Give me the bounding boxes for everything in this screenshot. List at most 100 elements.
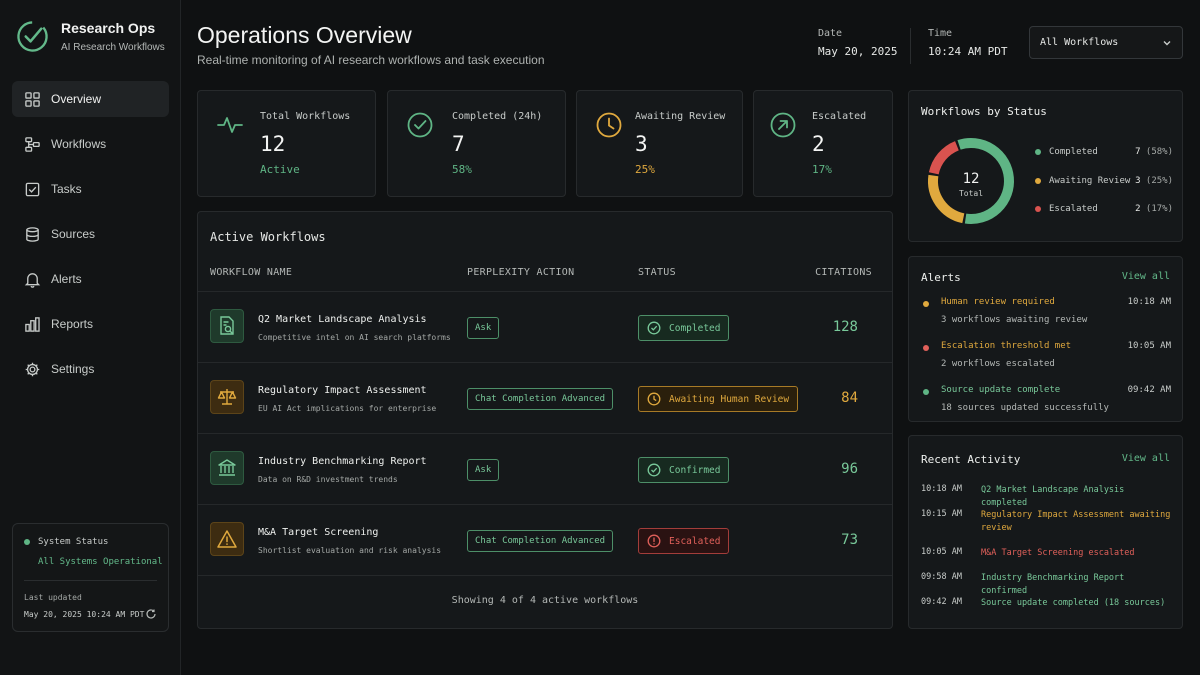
table-row[interactable]: Regulatory Impact Assessment EU AI Act i… — [198, 362, 892, 433]
activity-time: 10:18 AM — [921, 484, 962, 494]
stat-card-escalated[interactable]: Escalated 2 17% — [753, 90, 893, 197]
status-badge[interactable]: Awaiting Human Review — [638, 386, 799, 412]
donut-total-label: Total — [959, 189, 983, 198]
activity-time: 09:42 AM — [921, 597, 962, 607]
column-header[interactable]: WORKFLOW NAME — [210, 267, 293, 278]
alert-desc: 3 workflows awaiting review — [941, 315, 1088, 325]
legend-label: Awaiting Review — [1049, 176, 1131, 186]
status-badge[interactable]: Confirmed — [638, 457, 730, 483]
sidebar-item-tasks[interactable]: Tasks — [12, 171, 169, 207]
refresh-icon[interactable] — [145, 608, 157, 620]
action-badge[interactable]: Ask — [467, 459, 500, 481]
workflow-filter-value: All Workflows — [1040, 37, 1119, 48]
status-donut-chart: 12 Total — [928, 138, 1014, 224]
activity-text: Q2 Market Landscape Analysis completed — [981, 485, 1125, 508]
check-circle-icon — [647, 321, 661, 335]
stat-value: 7 — [452, 132, 465, 156]
divider — [910, 28, 911, 64]
bell-icon — [24, 272, 41, 288]
workflow-filter-select[interactable]: All Workflows — [1029, 26, 1183, 59]
donut-segment-completed[interactable] — [957, 138, 1014, 224]
panel-title: Recent Activity — [921, 453, 1021, 466]
sidebar-item-reports[interactable]: Reports — [12, 306, 169, 342]
recent-activity-panel: Recent Activity View all 10:18 AM Q2 Mar… — [908, 435, 1183, 629]
sidebar-item-label: Reports — [51, 317, 94, 331]
activity-text: Regulatory Impact Assessment awaiting re… — [981, 510, 1171, 533]
page-subtitle: Real-time monitoring of AI research work… — [197, 53, 545, 67]
sidebar-item-label: Tasks — [51, 182, 82, 196]
action-badge[interactable]: Chat Completion Advanced — [467, 388, 614, 410]
action-badge[interactable]: Ask — [467, 317, 500, 339]
stat-card-completed[interactable]: Completed (24h) 7 58% — [387, 90, 566, 197]
brand[interactable]: Research Ops AI Research Workflows — [16, 20, 165, 53]
activity-text: M&A Target Screening escalated — [981, 548, 1135, 558]
system-status-label: System Status — [38, 537, 109, 547]
status-label: Escalated — [669, 535, 721, 547]
view-all-alerts-link[interactable]: View all — [1121, 271, 1170, 282]
divider — [198, 575, 892, 576]
status-badge[interactable]: Completed — [638, 315, 730, 341]
stat-card-total[interactable]: Total Workflows 12 Active — [197, 90, 376, 197]
alert-desc: 18 sources updated successfully — [941, 403, 1109, 413]
sidebar-item-label: Sources — [51, 227, 96, 241]
date-label: Date — [818, 28, 843, 39]
action-badge[interactable]: Chat Completion Advanced — [467, 530, 614, 552]
table-row[interactable]: Q2 Market Landscape Analysis Competitive… — [198, 291, 892, 362]
legend-item-escalated: Escalated 2 (17%) — [1035, 204, 1173, 214]
sidebar-item-sources[interactable]: Sources — [12, 216, 169, 252]
column-header[interactable]: STATUS — [638, 267, 676, 278]
alert-dot — [923, 389, 929, 395]
stat-card-awaiting[interactable]: Awaiting Review 3 25% — [576, 90, 743, 197]
sidebar-item-settings[interactable]: Settings — [12, 351, 169, 387]
column-header[interactable]: CITATIONS — [815, 267, 872, 278]
alert-item[interactable]: Source update complete 18 sources update… — [923, 385, 1171, 417]
brand-subtitle: AI Research Workflows — [61, 42, 165, 53]
gear-icon — [25, 362, 40, 376]
scales-icon — [217, 389, 237, 405]
donut-segment-escalated[interactable] — [928, 141, 960, 175]
arrow-up-right-icon — [770, 112, 796, 138]
view-all-activity-link[interactable]: View all — [1121, 453, 1170, 464]
workflow-desc: Data on R&D investment trends — [258, 475, 398, 484]
alert-item[interactable]: Escalation threshold met 2 workflows esc… — [923, 341, 1171, 373]
workflow-name: Q2 Market Landscape Analysis — [258, 314, 427, 325]
sidebar-item-overview[interactable]: Overview — [12, 81, 169, 117]
status-badge[interactable]: Escalated — [638, 528, 730, 554]
pulse-icon — [217, 117, 243, 133]
sidebar-item-label: Settings — [51, 362, 95, 376]
system-status-value: All Systems Operational — [38, 557, 163, 567]
alert-time: 10:05 AM — [1127, 341, 1171, 351]
grid-icon — [25, 91, 40, 107]
donut-segment-awaiting[interactable] — [928, 174, 965, 224]
last-updated-value: May 20, 2025 10:24 AM PDT — [24, 610, 145, 619]
alert-title: Escalation threshold met — [941, 341, 1072, 351]
legend-pct: (25%) — [1145, 176, 1173, 186]
panel-title: Alerts — [921, 271, 961, 284]
workflow-desc: EU AI Act implications for enterprise — [258, 404, 437, 413]
table-row[interactable]: Industry Benchmarking Report Data on R&D… — [198, 433, 892, 504]
stat-sub: 17% — [812, 163, 832, 176]
table-row[interactable]: M&A Target Screening Shortlist evaluatio… — [198, 504, 892, 575]
legend-count: 2 — [1135, 204, 1141, 214]
sidebar-item-alerts[interactable]: Alerts — [12, 261, 169, 297]
alert-dot — [923, 301, 929, 307]
stat-label: Total Workflows — [260, 111, 351, 122]
sidebar: Research Ops AI Research Workflows Overv… — [0, 0, 181, 675]
workflow-desc: Competitive intel on AI search platforms — [258, 333, 451, 342]
citation-count: 128 — [832, 319, 858, 335]
sidebar-item-label: Alerts — [51, 272, 82, 286]
bar-chart-icon — [25, 316, 40, 332]
active-workflows-panel: Active Workflows WORKFLOW NAME PERPLEXIT… — [197, 211, 893, 629]
check-circle-icon — [647, 463, 661, 477]
sidebar-item-workflows[interactable]: Workflows — [12, 126, 169, 162]
column-header[interactable]: PERPLEXITY ACTION — [467, 267, 575, 278]
row-icon-box — [210, 380, 244, 414]
alert-item[interactable]: Human review required 3 workflows awaiti… — [923, 297, 1171, 329]
citation-count: 73 — [841, 532, 858, 548]
stat-label: Completed (24h) — [452, 111, 543, 122]
database-icon — [26, 226, 39, 242]
citation-count: 84 — [841, 390, 858, 406]
date-value: May 20, 2025 — [818, 45, 898, 58]
divider — [24, 580, 157, 581]
sidebar-item-label: Overview — [51, 92, 102, 106]
